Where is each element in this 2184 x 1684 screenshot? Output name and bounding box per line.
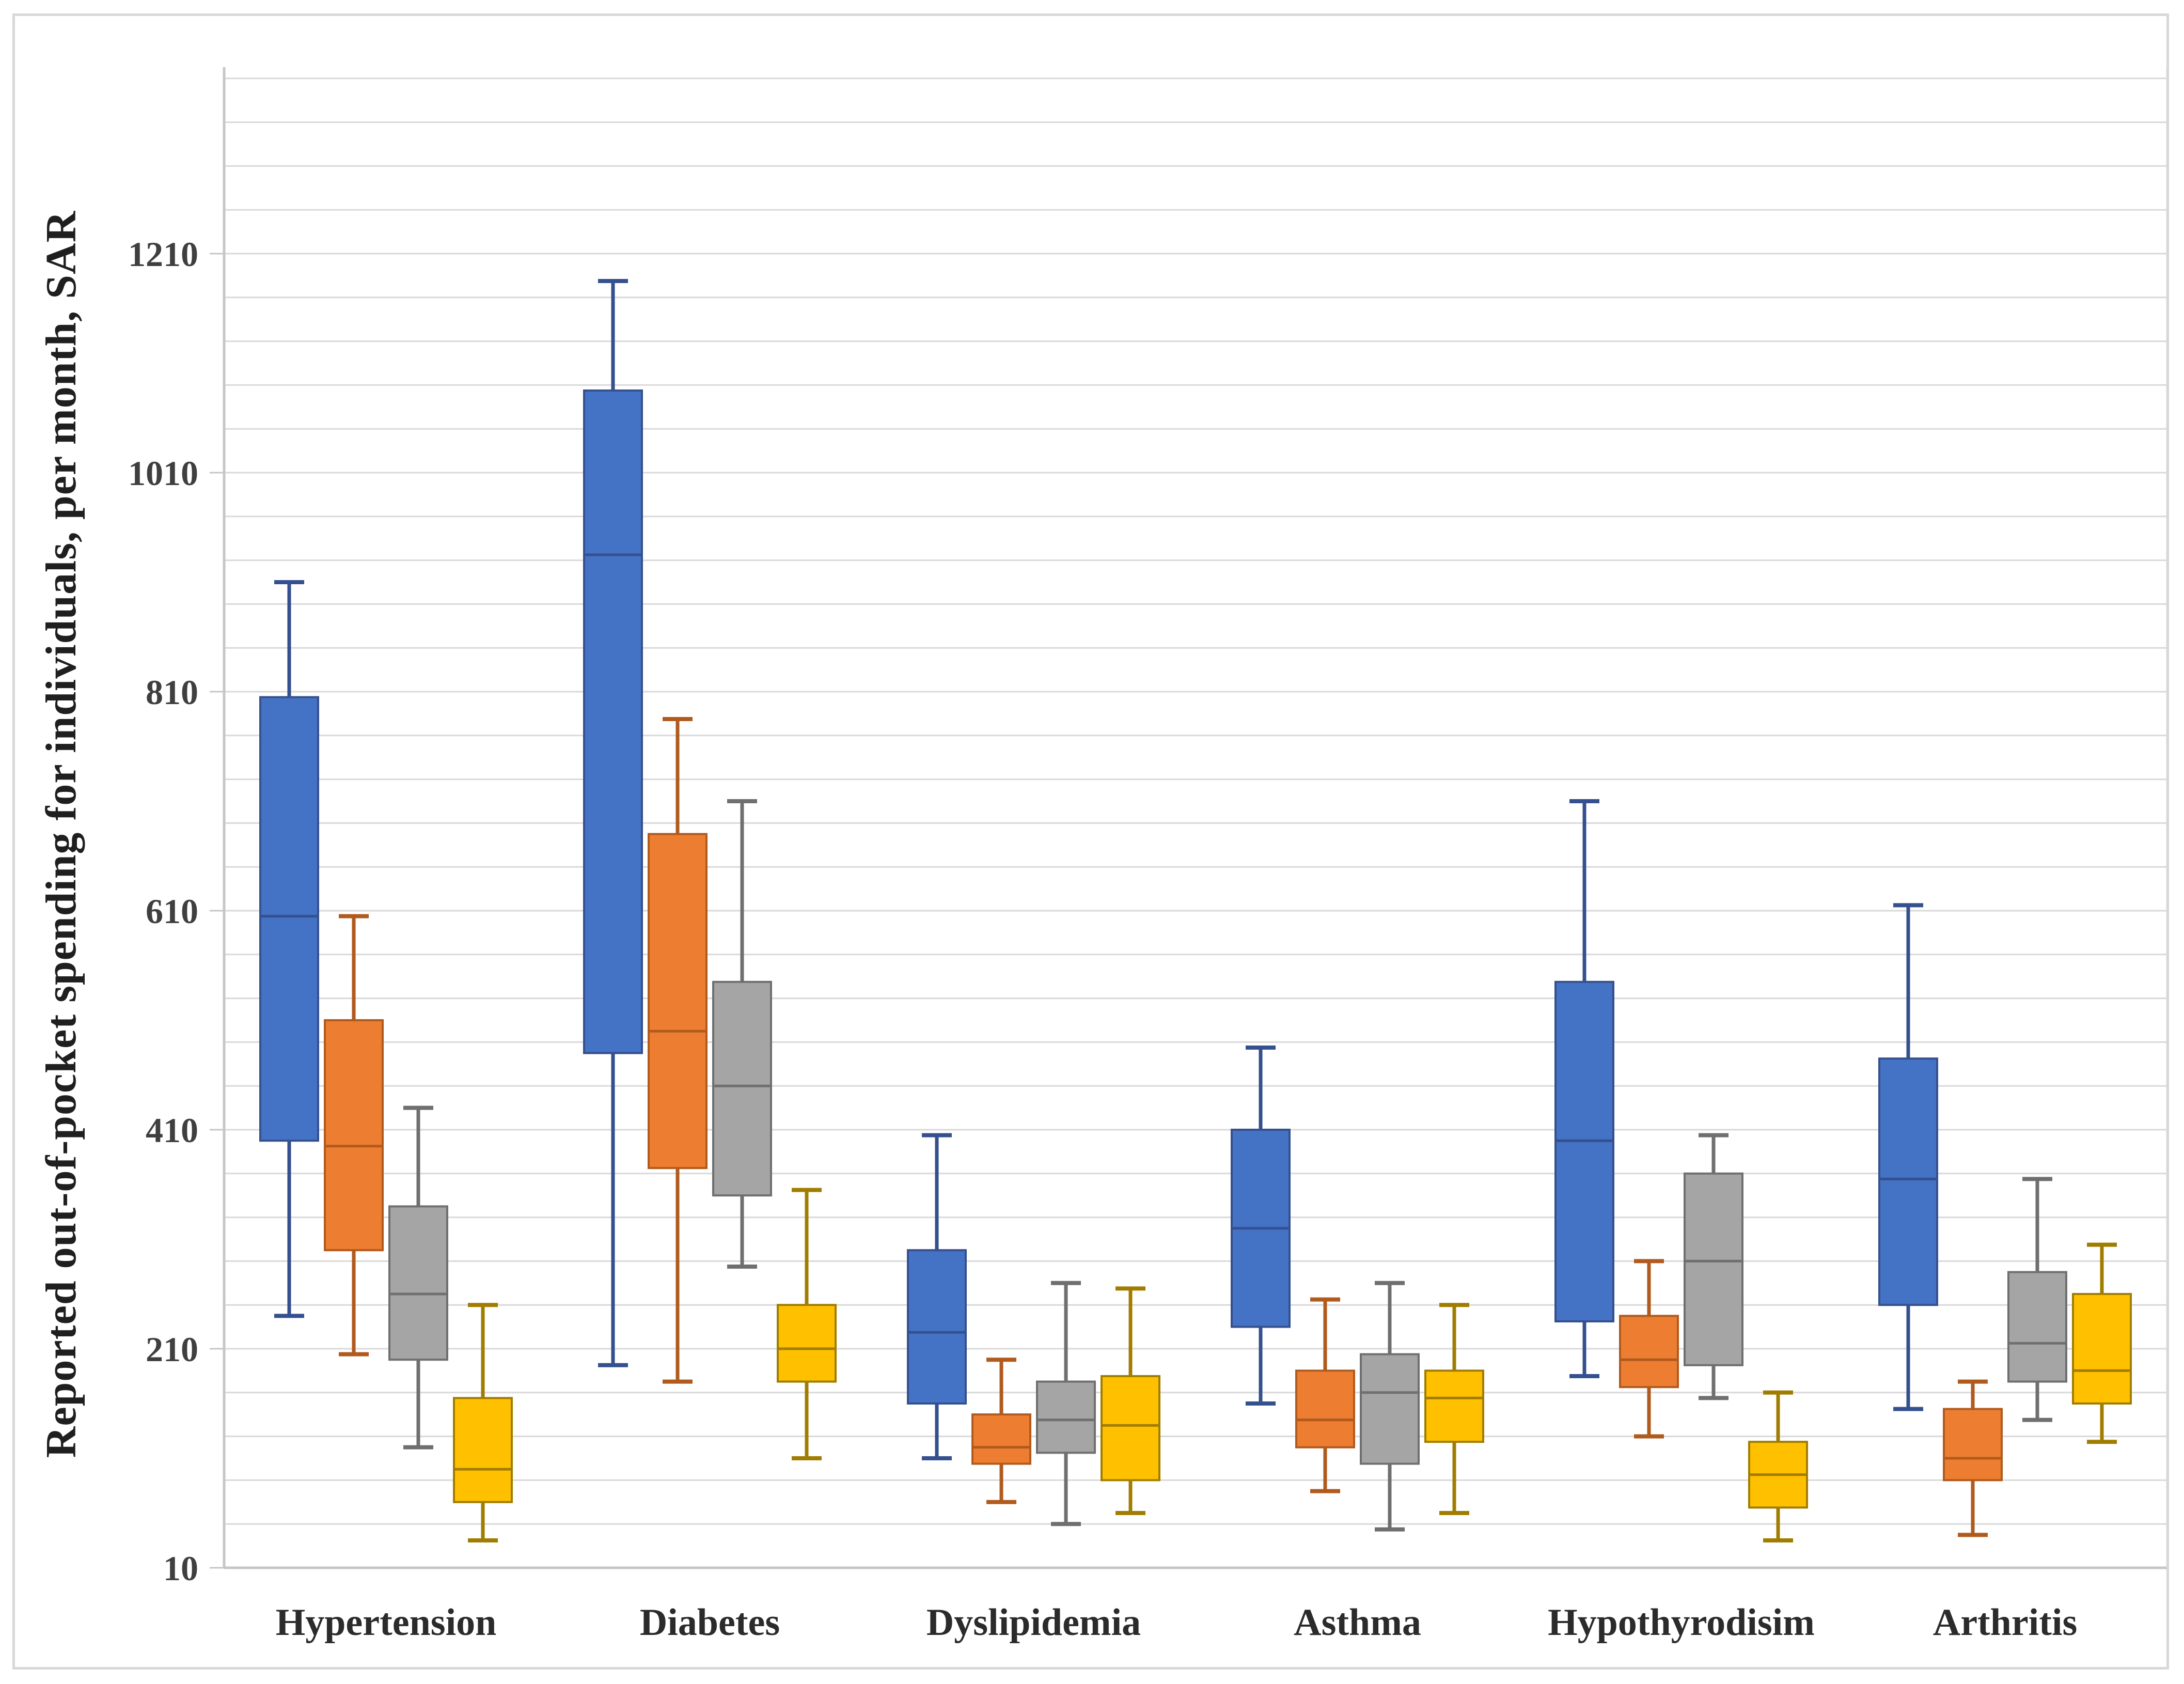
category-label: Hypothyrodisim xyxy=(1548,1601,1815,1644)
series-orange-arthritis-box xyxy=(1943,1408,2003,1482)
series-yellow-hypertension-box xyxy=(453,1397,513,1503)
series-gray-dyslipidemia-box xyxy=(1036,1380,1096,1454)
series-orange-diabetes-box xyxy=(648,833,708,1170)
series-gray-hypertension-box xyxy=(388,1205,448,1361)
category-label: Diabetes xyxy=(640,1601,780,1644)
series-blue-arthritis-box xyxy=(1878,1057,1938,1306)
series-blue-diabetes-box xyxy=(583,389,643,1054)
series-yellow-dyslipidemia-box xyxy=(1101,1375,1160,1482)
category-label: Dyslipidemia xyxy=(926,1601,1141,1644)
series-yellow-diabetes-box xyxy=(777,1304,837,1383)
series-yellow-asthma-box xyxy=(1424,1369,1484,1443)
y-tick-label: 210 xyxy=(146,1330,198,1369)
series-blue-hypertension-box xyxy=(259,696,319,1142)
y-tick-label: 810 xyxy=(146,673,198,712)
category-label: Arthritis xyxy=(1933,1601,2078,1644)
series-orange-asthma-box xyxy=(1295,1369,1355,1448)
category-label: Hypertension xyxy=(276,1601,497,1644)
category-label: Asthma xyxy=(1294,1601,1421,1644)
series-orange-hypothyrodisim-box xyxy=(1619,1315,1679,1389)
series-orange-dyslipidemia-box xyxy=(971,1413,1031,1465)
series-yellow-arthritis-box xyxy=(2072,1293,2132,1405)
y-tick-label: 1010 xyxy=(128,454,198,493)
series-orange-hypertension-box xyxy=(324,1019,384,1252)
y-tick-label: 1210 xyxy=(128,235,198,274)
series-blue-hypothyrodisim-box xyxy=(1554,980,1614,1323)
series-gray-asthma-box xyxy=(1360,1353,1420,1465)
y-tick-label: 10 xyxy=(163,1549,198,1588)
series-blue-dyslipidemia-box xyxy=(907,1249,967,1405)
series-gray-diabetes-box xyxy=(712,980,772,1197)
y-tick-label: 410 xyxy=(146,1111,198,1150)
series-gray-hypothyrodisim-box xyxy=(1684,1172,1743,1366)
series-gray-arthritis-box xyxy=(2007,1271,2067,1383)
y-tick-label: 610 xyxy=(146,892,198,931)
